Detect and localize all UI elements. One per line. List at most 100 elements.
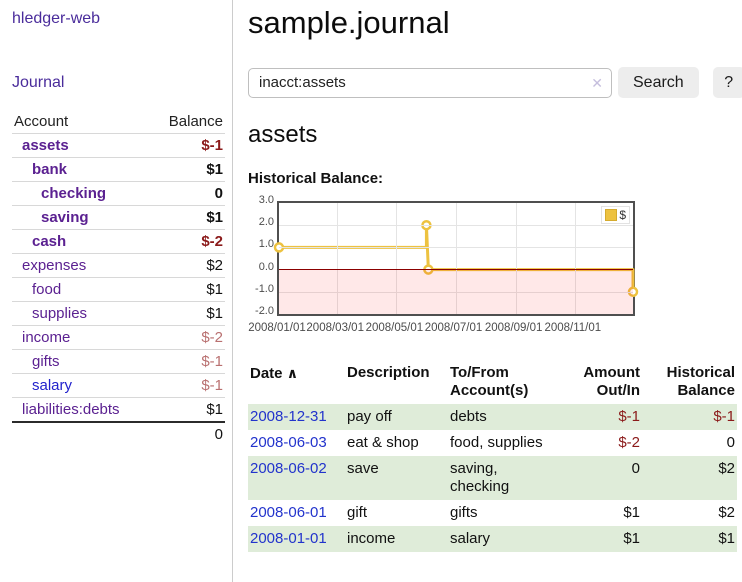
account-row: assets $-1 xyxy=(12,133,225,158)
account-link-supplies[interactable]: supplies xyxy=(32,305,88,322)
account-link-saving[interactable]: saving xyxy=(41,209,89,226)
register-header-amount: Amount Out/In xyxy=(583,364,640,399)
legend-swatch-icon xyxy=(605,209,618,221)
register-header-date[interactable]: Date ∧ xyxy=(250,365,299,382)
chart-legend: $ xyxy=(601,206,630,224)
x-tick-label: 2008/09/01 xyxy=(484,322,543,334)
table-row: 2008-01-01 income salary $1 $1 xyxy=(248,526,737,552)
account-link-salary[interactable]: salary xyxy=(32,377,73,394)
account-row: food $1 xyxy=(12,277,225,302)
chart-plot: $ xyxy=(273,201,639,316)
page-title: sample.journal xyxy=(248,5,450,40)
transaction-description: pay off xyxy=(347,408,392,425)
transaction-balance: $-1 xyxy=(713,408,735,425)
search-form: ✕ Search ? xyxy=(248,67,742,98)
account-balance: $1 xyxy=(151,205,225,230)
register-table: Date ∧ Description To/From Account(s) Am… xyxy=(248,360,737,552)
accounts-total-value: 0 xyxy=(151,421,225,446)
y-tick-label: 2.0 xyxy=(258,216,274,229)
account-link-expenses[interactable]: expenses xyxy=(22,257,87,274)
account-row: liabilities:debts $1 xyxy=(12,397,225,423)
account-row: income $-2 xyxy=(12,325,225,350)
account-balance: $1 xyxy=(151,157,225,182)
transaction-amount: 0 xyxy=(631,460,640,477)
historical-balance-chart: 3.0 2.0 1.0 0.0 -1.0 -2.0 $ 2008/01/01 2008/03… xyxy=(248,194,742,351)
register-header-balance: Historical Balance xyxy=(666,364,735,399)
x-tick-label: 2008/03/01 xyxy=(306,322,364,334)
gridline xyxy=(515,203,517,314)
account-row: expenses $2 xyxy=(12,253,225,278)
legend-label: $ xyxy=(619,208,626,222)
account-link-gifts[interactable]: gifts xyxy=(32,353,60,370)
account-row: saving $1 xyxy=(12,205,225,230)
x-tick-label: 2008/07/01 xyxy=(424,322,483,334)
transaction-description: save xyxy=(347,460,379,477)
table-row: 2008-12-31 pay off debts $-1 $-1 xyxy=(248,404,737,430)
account-balance: $1 xyxy=(151,301,225,326)
account-balance: $-1 xyxy=(151,133,225,158)
transaction-date-link[interactable]: 2008-06-01 xyxy=(250,504,327,521)
table-row: 2008-06-03 eat & shop food, supplies $-2… xyxy=(248,430,737,456)
account-link-checking[interactable]: checking xyxy=(41,185,107,202)
transaction-accounts: food, supplies xyxy=(450,434,543,451)
account-balance: $1 xyxy=(151,397,225,423)
transaction-accounts: gifts xyxy=(450,504,478,521)
account-link-cash[interactable]: cash xyxy=(32,233,67,250)
y-tick-label: 0.0 xyxy=(258,260,274,273)
account-heading: assets xyxy=(248,121,318,148)
transaction-amount: $-1 xyxy=(618,408,640,425)
account-link-food[interactable]: food xyxy=(32,281,62,298)
account-row: checking 0 xyxy=(12,181,225,206)
account-link-liabilities-debts[interactable]: liabilities:debts xyxy=(22,401,120,418)
chart-x-axis-labels: 2008/01/01 2008/03/01 2008/05/01 2008/07/01… xyxy=(248,322,635,338)
account-row: salary $-1 xyxy=(12,373,225,398)
clear-search-icon[interactable]: ✕ xyxy=(591,74,603,91)
main-content: sample.journal ✕ Search ? assets Histori… xyxy=(233,0,742,582)
transaction-balance: $2 xyxy=(718,504,735,521)
search-button[interactable]: Search xyxy=(618,67,699,98)
accounts-header-balance: Balance xyxy=(151,110,225,134)
x-tick-label: 2008/01/01 xyxy=(248,322,306,334)
brand-link[interactable]: hledger-web xyxy=(12,10,101,27)
transaction-date-link[interactable]: 2008-06-02 xyxy=(250,460,327,477)
transaction-amount: $-2 xyxy=(618,434,640,451)
account-link-income[interactable]: income xyxy=(22,329,71,346)
y-tick-label: -2.0 xyxy=(255,305,274,317)
transaction-balance: $2 xyxy=(718,460,735,477)
account-balance: $1 xyxy=(151,277,225,302)
y-tick-label: -1.0 xyxy=(255,282,274,295)
transaction-date-link[interactable]: 2008-12-31 xyxy=(250,408,327,425)
gridline xyxy=(574,203,576,314)
account-balance: $-2 xyxy=(151,229,225,254)
account-row: supplies $1 xyxy=(12,301,225,326)
transaction-accounts: saving, checking xyxy=(450,460,510,495)
account-link-bank[interactable]: bank xyxy=(32,161,68,178)
chart-title: Historical Balance: xyxy=(248,170,384,187)
transaction-amount: $1 xyxy=(623,530,640,547)
accounts-header-account: Account xyxy=(12,110,152,134)
gridline xyxy=(455,203,457,314)
chart-y-axis-labels: 3.0 2.0 1.0 0.0 -1.0 -2.0 xyxy=(248,194,274,317)
account-link-assets[interactable]: assets xyxy=(22,137,69,154)
search-input[interactable] xyxy=(248,67,612,98)
sort-asc-icon: ∧ xyxy=(286,365,299,381)
transaction-date-link[interactable]: 2008-06-03 xyxy=(250,434,327,451)
register-header-description: Description xyxy=(347,364,430,381)
table-row: 2008-06-02 save saving, checking 0 $2 xyxy=(248,456,737,500)
account-balance: 0 xyxy=(151,181,225,206)
transaction-description: gift xyxy=(347,504,368,521)
transaction-accounts: salary xyxy=(450,530,491,547)
x-tick-label: 2008/05/01 xyxy=(365,322,424,334)
sidebar: hledger-web Journal Account Balance asse… xyxy=(0,0,233,582)
negative-region xyxy=(279,269,633,314)
accounts-total-row: 0 xyxy=(12,421,225,446)
sidebar-item-journal[interactable]: Journal xyxy=(12,74,65,91)
y-tick-label: 3.0 xyxy=(258,194,274,206)
transaction-date-link[interactable]: 2008-01-01 xyxy=(250,530,327,547)
help-button[interactable]: ? xyxy=(712,67,742,98)
account-balance: $-2 xyxy=(151,325,225,350)
transaction-description: income xyxy=(347,530,396,547)
gridline xyxy=(396,203,398,314)
account-row: cash $-2 xyxy=(12,229,225,254)
